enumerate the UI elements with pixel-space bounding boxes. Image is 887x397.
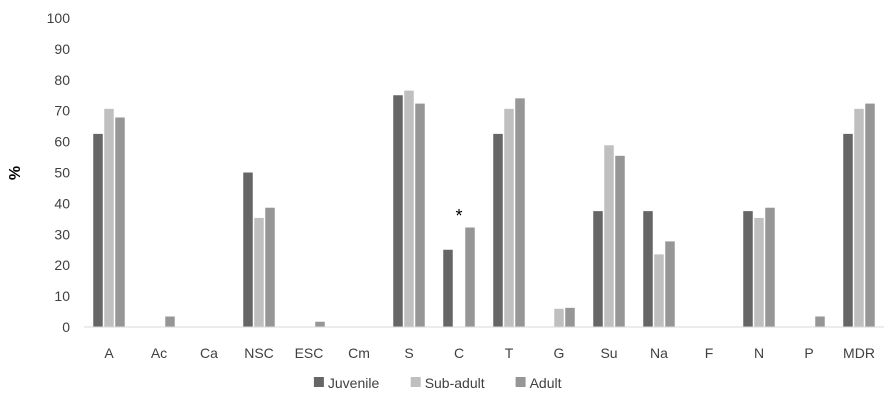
legend-label-sub-adult: Sub-adult	[425, 375, 485, 391]
bar-sub-adult-a	[104, 108, 114, 327]
legend: Juvenile Sub-adult Adult	[313, 375, 562, 391]
bar-adult-esc	[315, 321, 325, 327]
y-tick-label: 80	[54, 72, 70, 88]
bar-juvenile-mdr	[843, 133, 853, 327]
bar-adult-n	[765, 207, 775, 327]
x-tick-label: C	[454, 345, 464, 361]
y-tick-label: 10	[54, 288, 70, 304]
y-tick-label: 60	[54, 134, 70, 150]
bar-sub-adult-n	[754, 217, 764, 327]
bar-sub-adult-g	[554, 308, 564, 327]
bar-adult-p	[815, 316, 825, 327]
x-tick-label: A	[104, 345, 114, 361]
bar-adult-s	[415, 103, 425, 327]
y-tick-label: 20	[54, 257, 70, 273]
bar-sub-adult-na	[654, 254, 664, 327]
x-tick-label: MDR	[843, 345, 875, 361]
y-tick-label: 30	[54, 226, 70, 242]
x-tick-label: NSC	[244, 345, 274, 361]
bar-adult-t	[515, 98, 525, 327]
bar-sub-adult-s	[404, 90, 414, 328]
y-axis-label: %	[7, 166, 24, 180]
x-tick-label: F	[705, 345, 714, 361]
bar-adult-ac	[165, 316, 175, 327]
x-tick-label: Na	[650, 345, 668, 361]
bar-sub-adult-su	[604, 145, 614, 327]
legend-swatch-juvenile	[313, 377, 324, 387]
bar-juvenile-a	[93, 133, 103, 327]
x-tick-label: Ca	[200, 345, 218, 361]
bar-juvenile-n	[743, 211, 753, 327]
y-tick-label: 50	[54, 165, 70, 181]
bar-adult-nsc	[265, 207, 275, 327]
bar-juvenile-t	[493, 133, 503, 327]
bar-adult-na	[665, 241, 675, 327]
bar-sub-adult-t	[504, 108, 514, 327]
bar-sub-adult-mdr	[854, 108, 864, 327]
bar-juvenile-nsc	[243, 172, 253, 327]
bar-juvenile-na	[643, 211, 653, 327]
legend-swatch-sub-adult	[410, 377, 421, 387]
x-tick-label: S	[404, 345, 413, 361]
x-tick-label: Cm	[348, 345, 370, 361]
legend-label-juvenile: Juvenile	[328, 375, 380, 391]
bar-adult-su	[615, 155, 625, 327]
x-tick-label: G	[554, 345, 565, 361]
bar-juvenile-c	[443, 249, 453, 327]
significance-annotation: *	[455, 206, 462, 226]
bars	[93, 90, 875, 328]
x-tick-label: ESC	[295, 345, 324, 361]
bar-juvenile-s	[393, 95, 403, 327]
y-tick-label: 40	[54, 195, 70, 211]
bar-adult-mdr	[865, 103, 875, 327]
y-tick-label: 0	[62, 319, 70, 335]
bar-juvenile-su	[593, 211, 603, 327]
x-tick-label: P	[804, 345, 813, 361]
bar-adult-a	[115, 117, 125, 327]
x-tick-label: T	[505, 345, 514, 361]
x-tick-label: Ac	[151, 345, 167, 361]
annotations: *	[455, 206, 462, 226]
y-tick-label: 90	[54, 41, 70, 57]
x-tick-label: Su	[600, 345, 617, 361]
x-axis-ticks: A Ac Ca NSC ESC Cm S C T G Su Na F N P MDR	[104, 345, 875, 361]
bar-adult-c	[465, 227, 475, 327]
bar-adult-g	[565, 307, 575, 327]
legend-label-adult: Adult	[530, 375, 562, 391]
y-tick-label: 70	[54, 103, 70, 119]
x-tick-label: N	[754, 345, 764, 361]
bar-sub-adult-nsc	[254, 217, 264, 327]
legend-swatch-adult	[515, 377, 526, 387]
y-axis-ticks: 0 10 20 30 40 50 60 70 80 90 100	[47, 10, 71, 335]
y-tick-label: 100	[47, 10, 71, 26]
